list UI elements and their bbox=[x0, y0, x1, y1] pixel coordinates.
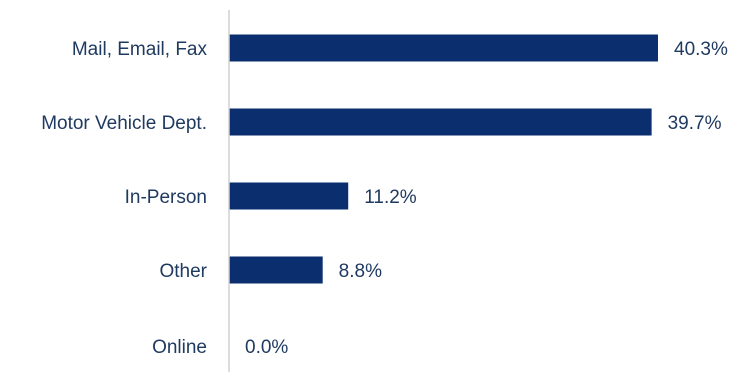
value-label: 0.0% bbox=[245, 337, 288, 358]
bar bbox=[229, 256, 323, 284]
category-label: Other bbox=[159, 261, 207, 282]
bar bbox=[229, 34, 658, 62]
category-label: Online bbox=[152, 337, 207, 358]
value-labels: 40.3% 39.7% 11.2% 8.8% 0.0% bbox=[245, 39, 728, 358]
bar bbox=[229, 108, 652, 136]
bars bbox=[229, 34, 658, 284]
value-label: 11.2% bbox=[364, 187, 417, 208]
value-label: 39.7% bbox=[668, 113, 722, 134]
value-label: 40.3% bbox=[674, 39, 728, 60]
value-label: 8.8% bbox=[339, 261, 382, 282]
category-label: In-Person bbox=[125, 187, 207, 208]
bar bbox=[229, 182, 349, 210]
category-labels: Mail, Email, Fax Motor Vehicle Dept. In-Pe… bbox=[41, 39, 207, 358]
category-label: Motor Vehicle Dept. bbox=[41, 113, 207, 134]
category-label: Mail, Email, Fax bbox=[72, 39, 208, 60]
